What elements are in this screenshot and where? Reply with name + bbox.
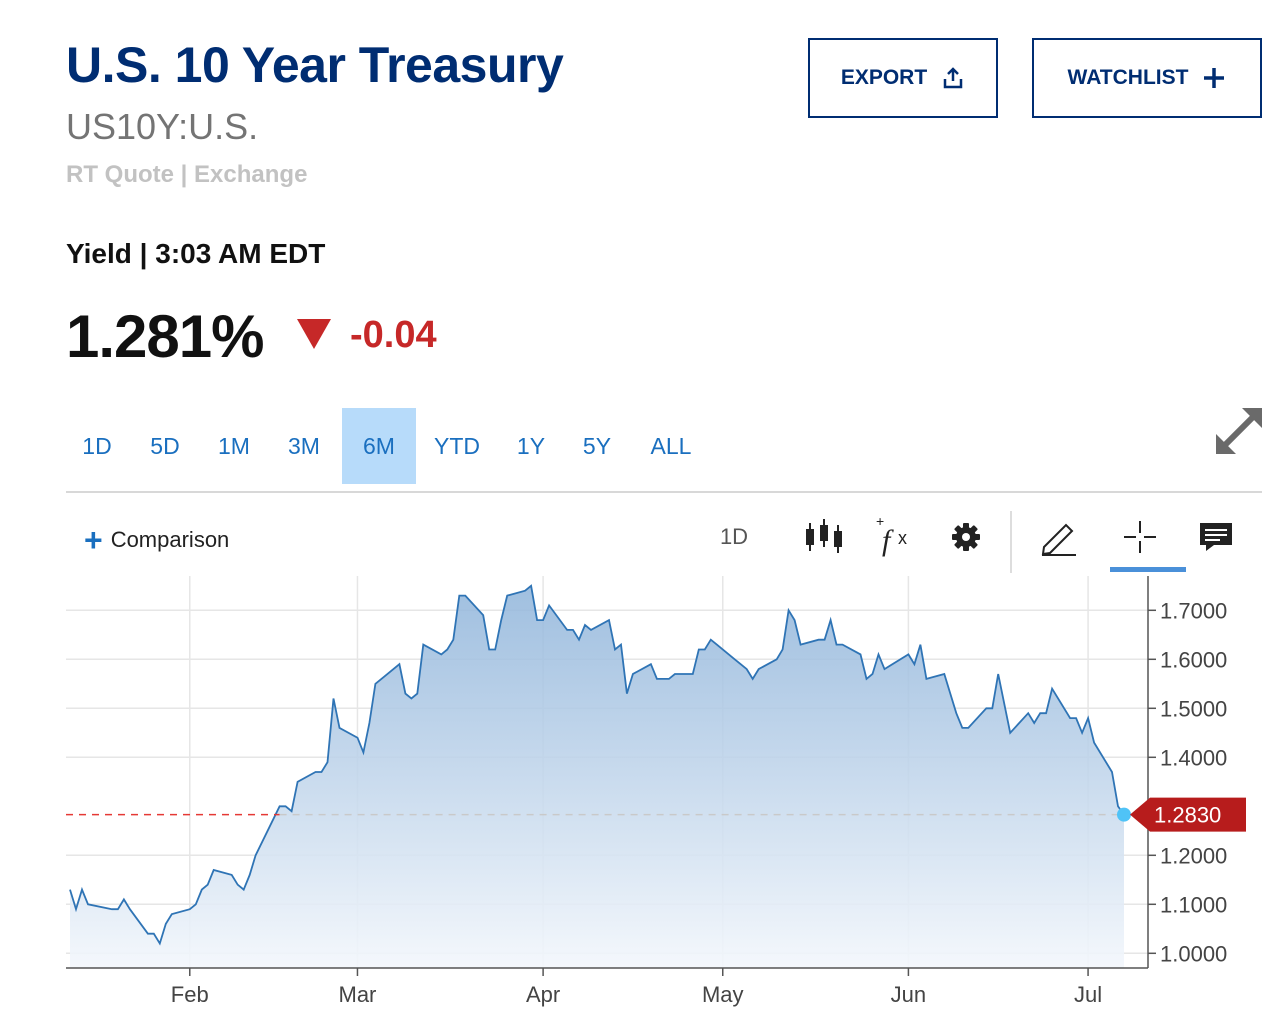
tab-1y[interactable]: 1Y xyxy=(516,432,546,459)
x-tick-label: Mar xyxy=(339,982,377,1007)
watchlist-button[interactable]: WATCHLIST xyxy=(1032,38,1262,118)
chart-toolbar: + Comparison 1D + f x xyxy=(66,505,1262,575)
tab-ytd[interactable]: YTD xyxy=(434,432,480,459)
svg-text:x: x xyxy=(898,528,907,548)
y-tick-label: 1.7000 xyxy=(1160,598,1227,623)
comparison-label: Comparison xyxy=(110,527,230,552)
area-fill xyxy=(70,585,1124,968)
current-value-badge: 1.2830 xyxy=(1130,797,1246,832)
tab-3m[interactable]: 3M xyxy=(288,432,320,459)
series-line xyxy=(69,584,1125,946)
y-tick-label: 1.2000 xyxy=(1160,843,1227,868)
x-tick-label: Feb xyxy=(171,982,209,1007)
tab-all[interactable]: ALL xyxy=(650,432,692,459)
tab-1m[interactable]: 1M xyxy=(218,432,250,459)
x-tick-label: Jun xyxy=(891,982,926,1007)
fx-icon[interactable]: + f x xyxy=(872,514,922,559)
tab-6m[interactable]: 6M xyxy=(342,408,416,484)
export-button[interactable]: EXPORT xyxy=(808,38,998,118)
pencil-icon[interactable] xyxy=(1036,515,1080,559)
svg-text:+: + xyxy=(876,514,884,529)
ticker-symbol: US10Y:U.S. xyxy=(66,106,259,147)
range-divider xyxy=(66,491,1262,493)
y-tick-label: 1.4000 xyxy=(1160,745,1227,770)
toolbar-divider xyxy=(1010,511,1012,573)
x-tick-label: Apr xyxy=(526,982,560,1007)
candlestick-icon[interactable] xyxy=(802,515,846,559)
y-tick-label: 1.0000 xyxy=(1160,941,1227,966)
x-tick-label: May xyxy=(702,982,744,1007)
interval-selector[interactable]: 1D xyxy=(719,524,749,549)
crosshair-icon[interactable] xyxy=(1118,515,1162,559)
comment-icon[interactable] xyxy=(1194,515,1238,559)
y-tick-label: 1.1000 xyxy=(1160,892,1227,917)
x-axis: Feb Mar Apr May Jun Jul xyxy=(171,968,1102,1007)
share-icon xyxy=(941,66,965,90)
active-tool-indicator xyxy=(1110,567,1186,572)
svg-text:f: f xyxy=(882,524,894,557)
comparison-button[interactable]: + Comparison xyxy=(84,522,230,558)
chart-canvas[interactable]: Feb Mar Apr May Jun Jul 1.7000 1.6000 1.5000 1.4… xyxy=(66,576,1262,1026)
plus-icon: + xyxy=(84,522,103,558)
y-axis: 1.7000 1.6000 1.5000 1.4000 1.2000 1.1000 1.00… xyxy=(1148,598,1227,966)
watchlist-label: WATCHLIST xyxy=(1067,66,1189,89)
yield-chart[interactable]: Feb Mar Apr May Jun Jul 1.7000 1.6000 1.5000 1.4… xyxy=(66,576,1262,1026)
last-price: 1.281% xyxy=(66,303,264,370)
y-tick-label: 1.5000 xyxy=(1160,696,1227,721)
down-arrow-icon xyxy=(296,318,332,355)
gear-icon[interactable] xyxy=(944,515,988,559)
tab-5y[interactable]: 5Y xyxy=(582,432,612,459)
price-change: -0.04 xyxy=(350,314,437,356)
current-value-label: 1.2830 xyxy=(1154,803,1221,828)
expand-icon[interactable] xyxy=(1212,404,1266,463)
quote-source: RT Quote | Exchange xyxy=(66,161,308,188)
y-tick-label: 1.6000 xyxy=(1160,647,1227,672)
tab-5d[interactable]: 5D xyxy=(150,432,180,459)
page-title: U.S. 10 Year Treasury xyxy=(66,37,564,93)
last-value-marker xyxy=(1117,807,1131,822)
tab-1d[interactable]: 1D xyxy=(82,432,112,459)
x-tick-label: Jul xyxy=(1074,982,1102,1007)
export-label: EXPORT xyxy=(840,66,928,89)
range-tabs: 1D 5D 1M 3M 6M YTD 1Y 5Y ALL xyxy=(66,408,712,484)
plus-icon xyxy=(1202,66,1226,90)
current-value-badge-shape xyxy=(1130,797,1246,832)
yield-timestamp: Yield | 3:03 AM EDT xyxy=(66,238,326,269)
